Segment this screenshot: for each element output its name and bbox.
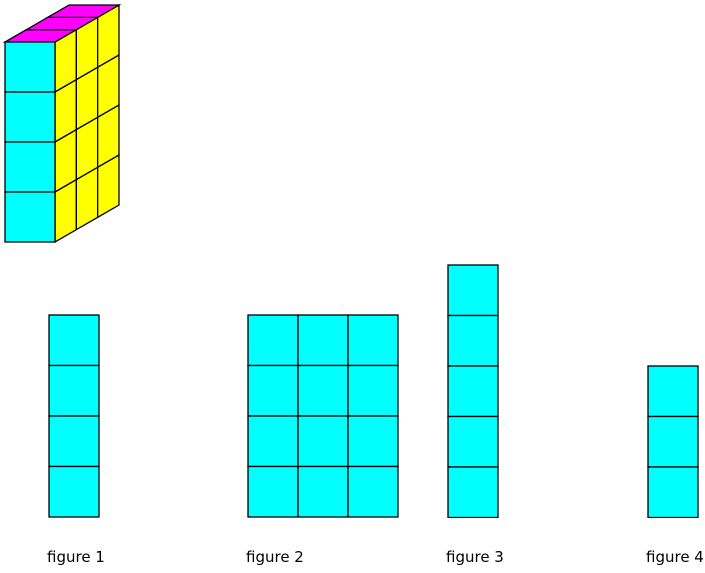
unit-square [48,415,100,468]
figure-label-1: figure 1 [47,548,105,566]
unit-square [347,364,399,417]
unit-square [447,415,499,468]
prism-front-face-cell [4,41,56,93]
unit-square [297,314,349,367]
figure-label-4: figure 4 [646,548,704,566]
prism-side-face-cell [97,153,120,219]
figure-label-3: figure 3 [446,548,504,566]
figure-grid-1 [48,314,100,518]
unit-square [297,465,349,518]
figure-grid-3 [447,263,499,518]
unit-square [297,415,349,468]
unit-square [347,465,399,518]
unit-square [247,465,299,518]
unit-square [647,364,699,417]
prism-front-face-cell [4,91,56,143]
unit-square [447,364,499,417]
unit-square [447,263,499,316]
unit-cube-prism-3d [2,3,122,244]
unit-square [447,465,499,518]
prism-front-face-cell [4,141,56,193]
unit-square [247,314,299,367]
unit-square [48,465,100,518]
figure-grid-2 [247,314,399,518]
unit-square [347,415,399,468]
prism-front-face-cell [4,191,56,243]
unit-square [247,364,299,417]
unit-square [447,314,499,367]
unit-square [48,364,100,417]
prism-top-face-cell [45,4,122,18]
unit-square [48,314,100,367]
figure-label-2: figure 2 [246,548,304,566]
unit-square [647,465,699,518]
unit-square [647,415,699,468]
unit-square [347,314,399,367]
unit-square [247,415,299,468]
figure-grid-4 [647,364,699,518]
unit-square [297,364,349,417]
